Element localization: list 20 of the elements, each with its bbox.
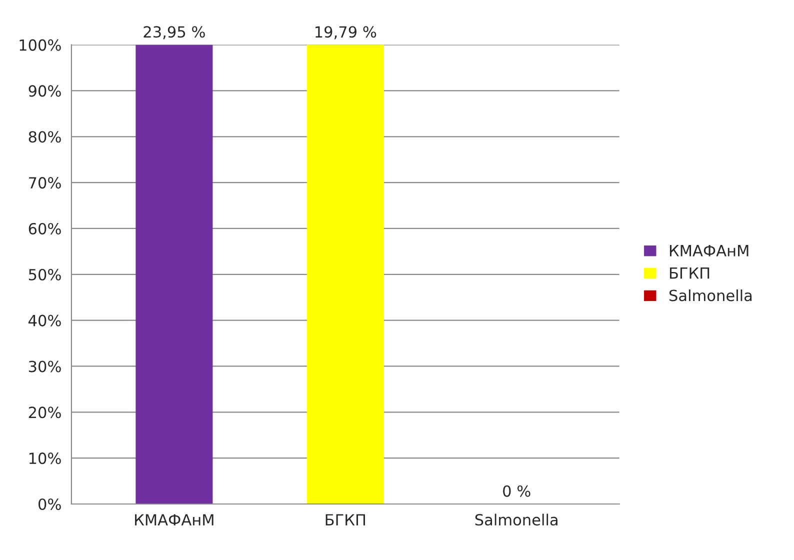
y-tick-label: 90% xyxy=(28,85,61,97)
annotation: 23,95 % xyxy=(144,26,205,40)
legend-label: БГКП xyxy=(670,267,710,279)
y-tick-label: 50% xyxy=(28,268,61,280)
x-tick-label: Salmonella xyxy=(475,514,558,526)
y-tick-label: 20% xyxy=(28,406,61,418)
legend-label: КМАФАнМ xyxy=(670,245,748,256)
y-tick-label: 40% xyxy=(28,314,61,326)
y-tick-label: 100% xyxy=(20,39,61,51)
y-tick-label: 30% xyxy=(28,360,61,372)
x-tick-label: БГКП xyxy=(326,514,365,526)
y-tick-label: 0% xyxy=(38,498,61,510)
legend-label: Salmonella xyxy=(669,289,752,302)
annotation: 19,79 % xyxy=(316,26,376,40)
y-tick-label: 70% xyxy=(29,177,61,189)
y-tick-label: 60% xyxy=(28,222,61,234)
y-tick-label: 10% xyxy=(29,452,61,464)
y-tick-label: 80% xyxy=(28,131,61,143)
annotation: 0 % xyxy=(503,485,530,497)
x-tick-label: КМАФАнМ xyxy=(135,514,214,526)
